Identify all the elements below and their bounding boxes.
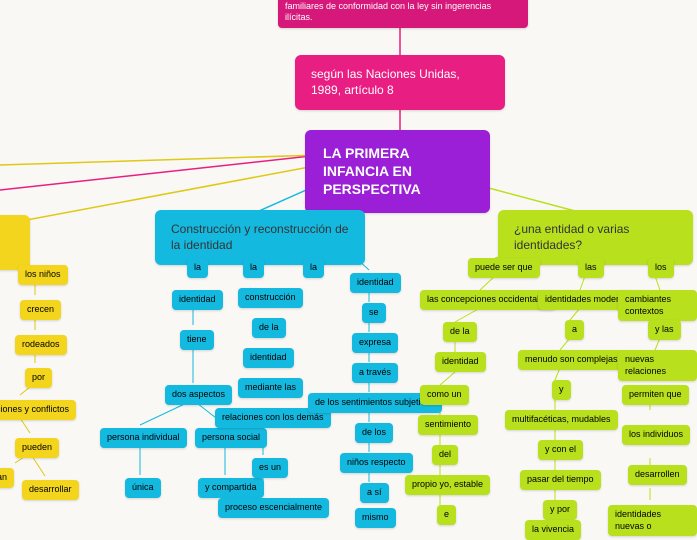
c-se: se [362, 303, 386, 323]
c-dos: dos aspectos [165, 385, 232, 405]
l-e: e [437, 505, 456, 525]
c-la3: la [303, 258, 324, 278]
l-ylas: y las [648, 320, 681, 340]
node-entidad: ¿una entidad o varias identidades? [498, 210, 693, 265]
c-tiene: tiene [180, 330, 214, 350]
l-identnuevas: identidades nuevas o [608, 505, 697, 536]
y-crimin: criminaciones y conflictos [0, 400, 76, 420]
y-crecen: crecen [20, 300, 61, 320]
c-asi: a sí [360, 483, 389, 503]
l-permiten: permiten que [622, 385, 689, 405]
l-del: del [432, 445, 458, 465]
c-expresa: expresa [352, 333, 398, 353]
c-identidad: identidad [172, 290, 223, 310]
c-la1: la [187, 258, 208, 278]
y-por: por [25, 368, 52, 388]
l-losind: los individuos [622, 425, 690, 445]
l-sentim: sentimiento [418, 415, 478, 435]
node-un-1989: según las Naciones Unidas, 1989, artícul… [295, 55, 505, 110]
y-pueden: pueden [15, 438, 59, 458]
c-la2: la [243, 258, 264, 278]
c-dela1: de la [252, 318, 286, 338]
y-desarrollar: desarrollar [22, 480, 79, 500]
l-multi: multifacéticas, mudables [505, 410, 618, 430]
c-esun: es un [252, 458, 288, 478]
l-los1: los [648, 258, 674, 278]
c-compartida: y compartida [198, 478, 264, 498]
l-ypor: y por [543, 500, 577, 520]
l-y: y [552, 380, 571, 400]
l-las1: las [578, 258, 604, 278]
l-nuevas: nuevas relaciones [618, 350, 697, 381]
l-dela: de la [443, 322, 477, 342]
l-yconel: y con el [538, 440, 583, 460]
c-persona-soc: persona social [195, 428, 267, 448]
c-mediante: mediante las [238, 378, 303, 398]
l-propio: propio yo, estable [405, 475, 490, 495]
l-cambiantes: cambiantes contextos [618, 290, 697, 321]
c-identidad2: identidad [243, 348, 294, 368]
c-identidad3: identidad [350, 273, 401, 293]
node-top-context: incluidos la nacionalidad, el nombre y l… [278, 0, 528, 28]
c-unica: única [125, 478, 161, 498]
c-atraves: a través [352, 363, 398, 383]
c-construccion: construcción [238, 288, 303, 308]
l-menudo: menudo son complejas [518, 350, 625, 370]
c-ninos-resp: niños respecto [340, 453, 413, 473]
l-identidad: identidad [435, 352, 486, 372]
l-pasar: pasar del tiempo [520, 470, 601, 490]
y-rodeados: rodeados [15, 335, 67, 355]
l-puede: puede ser que [468, 258, 540, 278]
l-a: a [565, 320, 584, 340]
c-delos: de los [355, 423, 393, 443]
c-mismo: mismo [355, 508, 396, 528]
root-node: LA PRIMERA INFANCIA EN PERSPECTIVA [305, 130, 490, 213]
c-proceso: proceso escencialmente [218, 498, 329, 518]
y-an: an [0, 468, 14, 488]
node-construccion: Construcción y reconstrucción de la iden… [155, 210, 365, 265]
l-comoun: como un [420, 385, 469, 405]
l-desarrollen: desarrollen [628, 465, 687, 485]
y-ninos: los niños [18, 265, 68, 285]
l-concep: las concepciones occidentales [420, 290, 556, 310]
c-persona-ind: persona individual [100, 428, 187, 448]
l-vivencia: la vivencia [525, 520, 581, 540]
node-left-partial: ad en [0, 215, 30, 270]
